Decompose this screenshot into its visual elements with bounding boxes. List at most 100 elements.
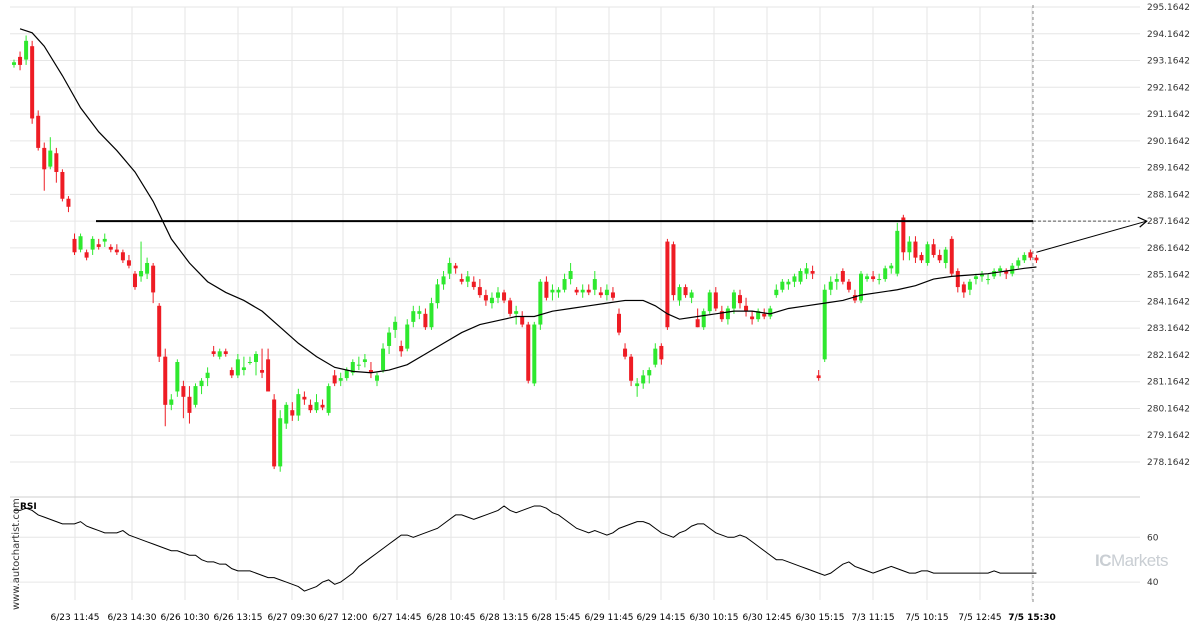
candle-up xyxy=(375,372,379,387)
candle-up xyxy=(296,388,301,421)
candle-up xyxy=(247,356,252,365)
candle-down xyxy=(544,276,549,301)
candle-down xyxy=(623,343,628,360)
candle-up xyxy=(381,343,386,373)
candle-body xyxy=(338,378,343,381)
time-tick-label: 6/26 13:15 xyxy=(213,613,262,623)
candle-up xyxy=(580,284,585,298)
candle-down xyxy=(961,281,966,298)
candle-body xyxy=(532,324,537,384)
candle-body xyxy=(671,244,676,296)
candle-down xyxy=(181,380,186,419)
candle-body xyxy=(780,281,785,290)
candle-up xyxy=(441,271,446,290)
candle-up xyxy=(768,305,773,320)
candle-up xyxy=(592,271,597,296)
time-tick-label: 6/28 15:45 xyxy=(531,613,580,623)
candle-down xyxy=(719,305,724,322)
candle-body xyxy=(66,198,71,207)
candle-up xyxy=(102,233,107,247)
candle-down xyxy=(272,394,277,470)
candle-body xyxy=(114,249,119,253)
price-tick-label: 285.1642 xyxy=(1147,271,1190,281)
candle-down xyxy=(108,244,113,253)
candle-up xyxy=(925,241,930,266)
candle-body xyxy=(453,265,458,269)
time-tick-label: 6/30 12:45 xyxy=(742,613,791,623)
candle-body xyxy=(368,370,373,373)
candle-body xyxy=(617,313,621,333)
candle-body xyxy=(804,268,809,274)
candle-down xyxy=(665,238,670,330)
candle-body xyxy=(834,279,839,282)
time-tick-label: 6/30 15:15 xyxy=(795,613,844,623)
time-tick-label: 7/3 11:15 xyxy=(851,613,894,623)
candle-up xyxy=(635,378,640,397)
candle-down xyxy=(671,241,676,301)
candle-down xyxy=(332,370,337,387)
candle-body xyxy=(955,271,960,288)
candle-body xyxy=(598,292,603,296)
candle-up xyxy=(496,287,500,304)
candle-body xyxy=(725,308,730,320)
candle-body xyxy=(84,252,89,258)
candle-body xyxy=(931,244,936,255)
moving-average xyxy=(19,28,1037,374)
price-tick-label: 280.1642 xyxy=(1147,404,1190,414)
candle-down xyxy=(762,308,767,320)
candle-down xyxy=(133,271,137,290)
candle-down xyxy=(955,268,960,293)
candle-body xyxy=(641,375,646,384)
candle-down xyxy=(72,233,77,255)
candle-down xyxy=(816,370,821,381)
candle-down xyxy=(66,196,71,213)
brand-watermark-ic: IC xyxy=(1095,551,1112,570)
candle-body xyxy=(260,370,265,373)
candle-down xyxy=(871,271,876,282)
candle-body xyxy=(266,359,271,392)
candle-body xyxy=(229,370,234,376)
time-tick-label: 7/5 12:45 xyxy=(958,613,1001,623)
candle-body xyxy=(423,313,428,328)
candle-up xyxy=(169,394,174,411)
candle-body xyxy=(556,289,561,293)
candle-up xyxy=(284,402,289,429)
candle-up xyxy=(895,222,900,277)
candle-body xyxy=(677,287,682,301)
candle-down xyxy=(187,386,192,424)
price-tick-label: 289.1642 xyxy=(1147,164,1190,174)
candle-down xyxy=(508,297,513,317)
candle-body xyxy=(381,348,386,371)
candle-body xyxy=(447,262,452,274)
time-tick-label: 6/27 12:00 xyxy=(318,613,367,623)
candle-up xyxy=(417,305,422,320)
candle-up xyxy=(756,308,761,322)
candle-up xyxy=(78,233,83,253)
candle-body xyxy=(859,273,863,301)
candle-body xyxy=(1034,257,1039,261)
candle-body xyxy=(629,356,634,381)
candle-body xyxy=(568,271,573,280)
candle-body xyxy=(526,324,531,381)
candle-body xyxy=(1004,271,1009,274)
candle-body xyxy=(375,375,379,381)
price-axis: 278.1642 279.1642 280.1642 281.1642 282.1642… xyxy=(1147,3,1190,468)
candle-body xyxy=(701,311,706,328)
candle-body xyxy=(181,386,186,397)
candle-body xyxy=(163,356,168,405)
price-tick-label: 290.1642 xyxy=(1147,137,1190,147)
candle-down xyxy=(157,303,162,363)
candle-down xyxy=(96,238,101,250)
candle-body xyxy=(496,292,500,298)
price-tick-label: 294.1642 xyxy=(1147,30,1190,40)
candle-down xyxy=(574,287,579,296)
candle-up xyxy=(411,305,416,328)
time-tick-label: 6/23 11:45 xyxy=(50,613,99,623)
candle-body xyxy=(272,399,277,467)
candle-body xyxy=(326,386,331,413)
candle-body xyxy=(417,311,422,314)
candle-body xyxy=(320,404,325,408)
candle-up xyxy=(1016,257,1021,269)
candle-body xyxy=(786,281,791,285)
candle-up xyxy=(241,356,246,376)
